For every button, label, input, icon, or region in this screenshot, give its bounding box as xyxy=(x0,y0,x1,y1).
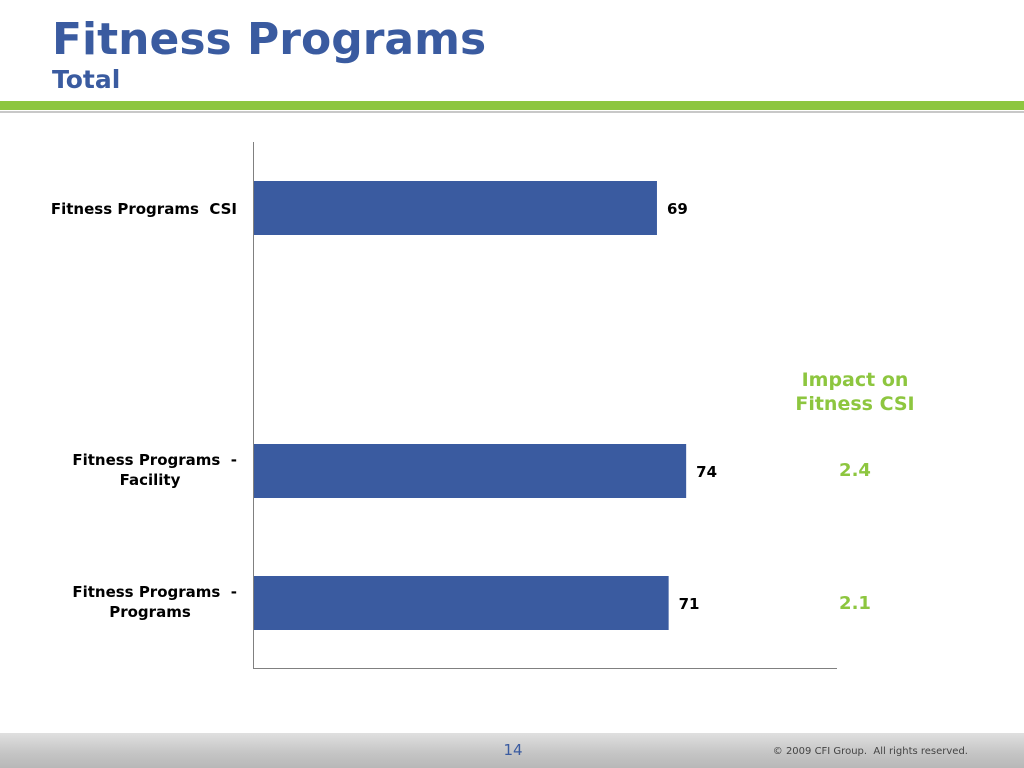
bar-value-label-2: 74 xyxy=(696,463,717,481)
bar-chart: 69 Fitness Programs CSI 74 Fitness Programs… xyxy=(51,142,837,669)
bar-value-label-3: 71 xyxy=(679,595,700,613)
footer-bar: 14 © 2009 CFI Group. All rights reserved… xyxy=(0,733,1024,768)
impact-value-facility: 2.4 xyxy=(839,460,871,481)
page-title: Fitness Programs xyxy=(52,14,487,65)
category-label-2-line-2: Facility xyxy=(120,471,181,489)
bar-3 xyxy=(254,576,669,630)
page-number: 14 xyxy=(503,741,523,759)
header-green-rule xyxy=(0,101,1024,110)
header-gray-rule xyxy=(0,111,1024,113)
bar-value-label-1: 69 xyxy=(667,200,688,218)
page-subtitle: Total xyxy=(52,65,121,94)
impact-heading: Impact on Fitness CSI xyxy=(770,368,940,416)
category-label-3-line-2: Programs xyxy=(109,603,191,621)
category-label-3-line-1: Fitness Programs - xyxy=(72,583,237,601)
category-label-2-line-1: Fitness Programs - xyxy=(72,451,237,469)
impact-heading-line-2: Fitness CSI xyxy=(795,393,915,415)
bar-1 xyxy=(254,181,657,235)
impact-heading-line-1: Impact on xyxy=(801,369,909,391)
copyright-notice: © 2009 CFI Group. All rights reserved. xyxy=(772,746,968,757)
bar-2 xyxy=(254,444,687,498)
impact-value-programs: 2.1 xyxy=(839,593,871,614)
category-label-1-line-1: Fitness Programs CSI xyxy=(51,200,237,218)
